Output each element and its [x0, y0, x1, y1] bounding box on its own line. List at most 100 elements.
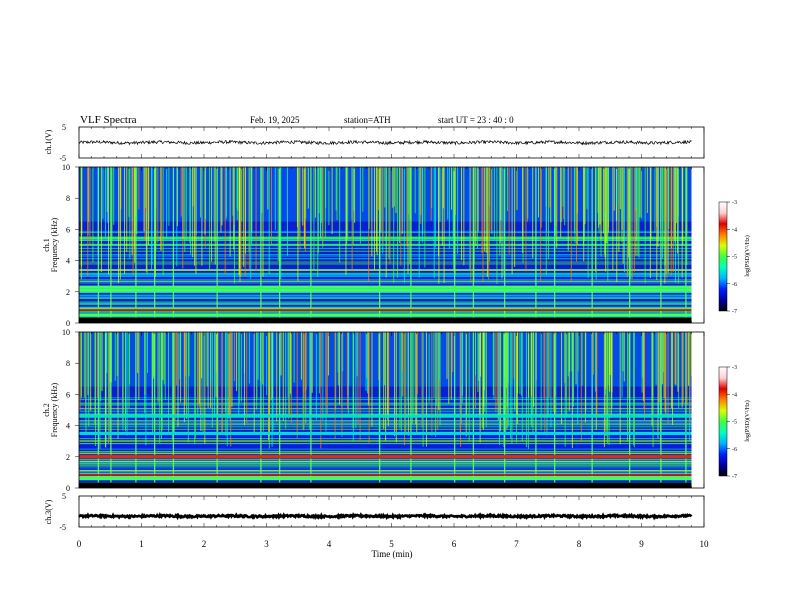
colorbar-tick-label: -5 — [732, 255, 737, 261]
spectrogram-sferic — [336, 167, 338, 220]
spectrogram-sferic — [670, 332, 672, 409]
spectrogram-sferic — [92, 167, 94, 263]
spectrogram-sferic — [622, 332, 624, 372]
ch1-tick-bottom: -5 — [59, 154, 66, 163]
spectrogram-hline — [79, 236, 692, 238]
time-tick-label: 3 — [264, 539, 269, 549]
spectrogram-hline — [79, 303, 692, 305]
spectrogram-event — [504, 167, 506, 320]
spectrogram-sferic — [495, 332, 497, 413]
spectrogram-sferic — [318, 332, 320, 394]
spectrogram-sferic — [297, 167, 299, 282]
spectrogram-sferic — [678, 332, 680, 408]
spectrogram-sferic — [605, 332, 607, 389]
spectrogram-sferic — [455, 167, 457, 216]
spectrogram-sferic — [658, 332, 660, 403]
spectrogram-sferic — [568, 332, 570, 411]
spectrogram-sferic — [331, 167, 333, 235]
spectrogram-sferic — [658, 332, 660, 419]
spectrogram-sferic — [286, 167, 288, 256]
spectrogram-sferic — [198, 332, 200, 405]
spectrogram-sferic — [443, 167, 445, 284]
spectrogram-hline — [79, 476, 692, 478]
spectrogram-sferic — [143, 167, 145, 232]
spectrogram-sferic — [122, 332, 124, 431]
ch1-spec-ylabel-channel: ch.1 — [42, 238, 51, 252]
spectrogram-sferic — [560, 167, 562, 223]
spectrogram-sferic — [507, 332, 509, 383]
spectrogram-sferic — [287, 332, 289, 398]
ch3-x-ticks — [78, 496, 705, 527]
spectrogram-sferic — [628, 167, 630, 258]
spectrogram-sferic — [663, 332, 665, 399]
ch3-frame — [78, 495, 705, 528]
spectrogram-sferic — [447, 167, 449, 220]
spectrogram-hline — [79, 468, 692, 470]
spectrogram-hline — [79, 273, 692, 275]
spectrogram-sferic — [639, 167, 641, 218]
spectrogram-sferic — [540, 332, 542, 431]
spectrogram-hline — [79, 272, 692, 274]
colorbar-ch2: -3 -4 -5 -6 -7 log(PSD)(V²/Hz) — [718, 365, 751, 480]
spectrogram-sferic — [493, 167, 495, 240]
spectrogram-sferic — [317, 167, 319, 277]
spectrogram-sferic — [326, 332, 328, 417]
spectrogram-sferic — [320, 332, 322, 449]
colorbar-ch1-label: log(PSD)(V²/Hz) — [744, 235, 751, 276]
spectrogram-sferic — [655, 332, 657, 385]
spectrogram-sferic — [496, 167, 498, 284]
spectrogram-sferic — [484, 167, 486, 252]
spectrogram-sferic — [616, 167, 618, 207]
spectrogram-sferic — [516, 167, 518, 211]
spectrogram-band — [79, 477, 692, 481]
spectrogram-sferic — [681, 332, 683, 408]
colorbar-tick-label: -4 — [732, 227, 737, 233]
spectrogram-sferic — [107, 332, 109, 444]
spectrogram-sferic — [80, 167, 82, 216]
time-tick-label: 7 — [514, 539, 519, 549]
spectrogram-hline — [79, 472, 692, 474]
spectrogram-hline — [79, 268, 692, 270]
spectrogram-sferic — [439, 167, 441, 222]
spectrogram-sferic — [682, 332, 684, 404]
spectrogram-sferic — [674, 167, 676, 241]
spectrogram-event — [97, 332, 100, 485]
spectrogram-hline — [79, 291, 692, 293]
spectrogram-event — [260, 332, 262, 485]
spectrogram-sferic — [228, 332, 230, 419]
spectrogram-sferic — [168, 167, 170, 226]
ch3-ylabel: ch.3(V) — [44, 499, 53, 524]
spectrogram-sferic — [407, 332, 409, 403]
spectrogram-sferic — [355, 332, 357, 428]
spectrogram-sferic — [486, 167, 488, 277]
spectrogram-event — [260, 167, 262, 320]
spectrogram-sferic — [416, 332, 418, 395]
spectrogram-sferic — [664, 167, 666, 284]
spectrogram-event — [216, 332, 218, 485]
spectrogram-sferic — [137, 332, 139, 373]
time-tick-label: 5 — [389, 539, 394, 549]
freq-tick-label: 2 — [66, 288, 70, 297]
spectrogram-sferic — [213, 167, 215, 242]
spectrogram-hline — [79, 473, 692, 475]
spectrogram-event — [472, 167, 475, 320]
freq-tick-label: 0 — [66, 319, 70, 328]
spectrogram-sferic — [453, 167, 455, 263]
spectrogram-sferic — [651, 332, 653, 426]
spectrogram-hline — [79, 281, 692, 283]
spectrogram-sferic — [677, 332, 679, 392]
spectrogram-sferic — [521, 332, 523, 396]
spectrogram-sferic — [483, 332, 485, 407]
spectrogram-sferic — [105, 167, 107, 238]
spectrogram-sferic — [644, 167, 646, 284]
spectrogram-sferic — [311, 332, 313, 393]
ch3-tick-top: 5 — [62, 492, 66, 501]
spectrogram-sferic — [189, 167, 191, 243]
spectrogram-sferic — [192, 167, 194, 258]
colorbar-tick-label: -6 — [732, 447, 737, 453]
spectrogram-sferic — [200, 332, 202, 432]
spectrogram-sferic — [682, 167, 684, 245]
spectrogram-sferic — [147, 167, 149, 245]
spectrogram-sferic — [607, 167, 609, 282]
